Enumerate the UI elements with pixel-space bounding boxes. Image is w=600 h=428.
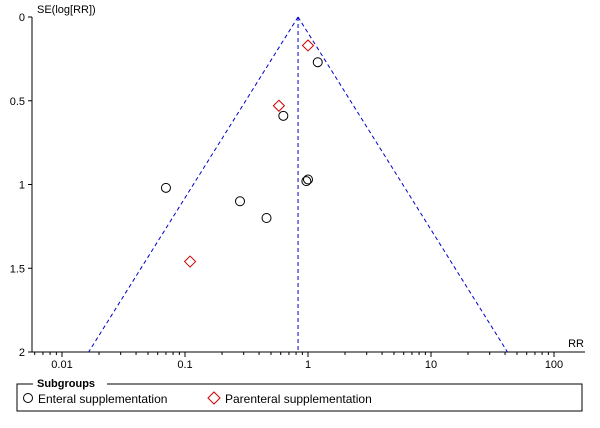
y-tick-label: 1 (19, 180, 25, 192)
x-tick-label: 1 (305, 359, 311, 371)
x-axis-ticks: 0.01 0.1 1 10 100 (34, 352, 563, 371)
funnel-right-limit-line (297, 16, 508, 353)
legend-box (16, 383, 583, 412)
y-tick-label: 1.5 (10, 263, 25, 275)
legend-circle-icon (23, 393, 33, 403)
enteral-study-point (303, 174, 313, 185)
enteral-study-point (301, 176, 312, 187)
legend-label-enteral: Enteral supplementation (38, 392, 167, 406)
parenteral-study-point (183, 255, 197, 268)
plot-axes: SE(log[RR]) RR (31, 4, 585, 353)
y-tick-label: 0.5 (10, 96, 25, 108)
parenteral-study-point (272, 99, 286, 112)
parenteral-study-point (301, 39, 315, 52)
y-tick-label: 2 (19, 347, 25, 359)
legend-title: Subgroups (37, 378, 95, 390)
x-tick-label: 100 (545, 359, 563, 371)
y-axis-ticks: 0 0.5 1 1.5 2 (10, 12, 32, 359)
legend-diamond-icon (207, 391, 221, 405)
enteral-study-point (312, 57, 323, 68)
x-tick-label: 0.1 (177, 359, 192, 371)
enteral-study-point (261, 213, 272, 223)
x-axis-title: RR (568, 338, 584, 350)
x-tick-label: 10 (425, 359, 437, 371)
legend: Subgroups Enteral supplementation Parent… (16, 377, 583, 412)
funnel-left-limit-line (88, 16, 299, 353)
x-tick-label: 0.01 (51, 359, 72, 371)
y-tick-label: 0 (19, 12, 25, 24)
y-axis-title: SE(log[RR]) (37, 4, 96, 16)
legend-title-background (33, 377, 107, 389)
funnel-lines (88, 16, 508, 353)
enteral-study-point (278, 110, 289, 121)
enteral-study-point (235, 196, 246, 207)
data-points (160, 39, 323, 268)
enteral-study-point (160, 182, 171, 193)
legend-label-parenteral: Parenteral supplementation (225, 392, 372, 406)
